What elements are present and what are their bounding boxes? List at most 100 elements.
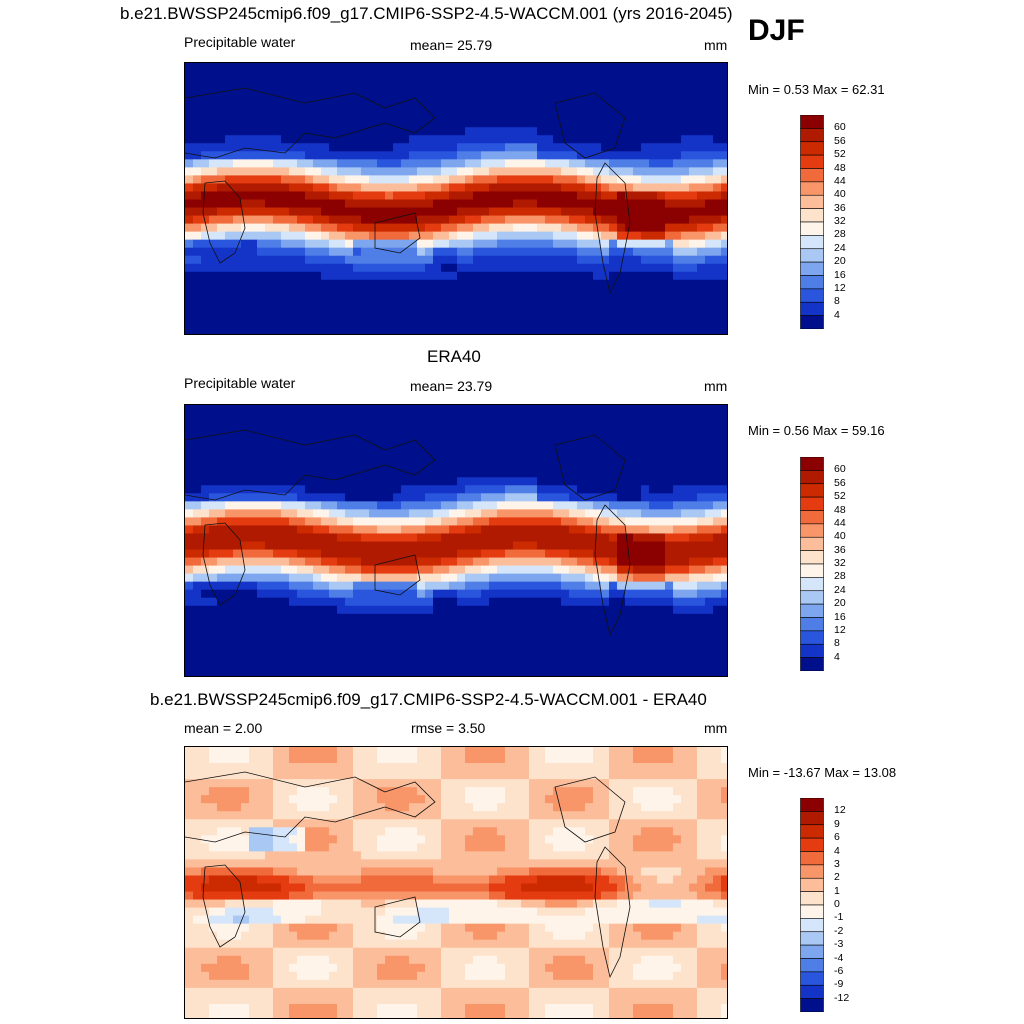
field-cell xyxy=(441,461,450,470)
field-cell xyxy=(657,87,666,96)
field-cell xyxy=(361,429,370,438)
field-cell xyxy=(529,557,538,567)
field-cell xyxy=(681,661,690,671)
field-cell xyxy=(201,207,210,217)
field-cell xyxy=(593,445,602,454)
field-cell xyxy=(505,597,514,607)
field-cell xyxy=(449,747,458,756)
field-cell xyxy=(521,517,530,527)
field-cell xyxy=(705,501,714,510)
field-cell xyxy=(625,71,634,80)
field-cell xyxy=(297,319,306,329)
field-cell xyxy=(721,755,727,764)
field-cell xyxy=(345,477,354,486)
field-cell xyxy=(305,231,314,241)
field-cell xyxy=(721,461,727,470)
field-cell xyxy=(673,429,682,438)
field-cell xyxy=(337,763,346,772)
field-cell xyxy=(617,95,626,104)
field-cell xyxy=(457,239,466,249)
field-cell xyxy=(569,645,578,655)
field-cell xyxy=(225,215,234,225)
field-cell xyxy=(433,303,442,313)
field-cell xyxy=(537,255,546,265)
field-cell xyxy=(393,755,402,764)
field-cell xyxy=(513,279,522,289)
field-cell xyxy=(369,755,378,764)
field-cell xyxy=(209,621,218,631)
field-cell xyxy=(649,183,658,193)
field-cell xyxy=(273,87,282,96)
field-cell xyxy=(201,215,210,225)
field-cell xyxy=(721,565,727,575)
field-cell xyxy=(577,135,586,144)
field-cell xyxy=(321,557,330,567)
field-cell xyxy=(705,645,714,655)
field-cell xyxy=(441,517,450,527)
field-cell xyxy=(393,311,402,321)
field-cell xyxy=(497,183,506,193)
field-cell xyxy=(345,445,354,454)
field-cell xyxy=(497,303,506,313)
field-cell xyxy=(561,239,570,249)
field-cell xyxy=(185,311,194,321)
field-cell xyxy=(393,661,402,671)
field-cell xyxy=(497,445,506,454)
field-cell xyxy=(345,327,354,334)
field-cell xyxy=(305,509,314,519)
field-cell xyxy=(473,279,482,289)
field-cell xyxy=(689,557,698,567)
field-cell xyxy=(217,143,226,152)
field-cell xyxy=(481,159,490,168)
field-cell xyxy=(569,175,578,185)
field-cell xyxy=(553,413,562,422)
field-cell xyxy=(569,263,578,273)
field-cell xyxy=(249,517,258,527)
field-cell xyxy=(505,63,514,72)
field-cell xyxy=(201,565,210,575)
field-cell xyxy=(273,79,282,88)
field-cell xyxy=(657,581,666,591)
field-cell xyxy=(545,183,554,193)
field-cell xyxy=(361,271,370,281)
field-cell xyxy=(585,605,594,615)
field-cell xyxy=(305,183,314,193)
field-cell xyxy=(233,63,242,72)
field-cell xyxy=(361,95,370,104)
field-cell xyxy=(713,287,722,297)
field-cell xyxy=(233,421,242,430)
field-cell xyxy=(209,151,218,160)
field-cell xyxy=(449,557,458,567)
field-cell xyxy=(593,429,602,438)
field-cell xyxy=(433,477,442,486)
field-cell xyxy=(561,629,570,639)
field-cell xyxy=(537,223,546,233)
field-cell xyxy=(585,271,594,281)
field-cell xyxy=(697,199,706,209)
field-cell xyxy=(457,303,466,313)
field-cell xyxy=(385,319,394,329)
field-cell xyxy=(265,469,274,478)
field-cell xyxy=(425,605,434,615)
field-cell xyxy=(329,429,338,438)
field-cell xyxy=(449,127,458,136)
field-cell xyxy=(569,295,578,305)
field-cell xyxy=(545,613,554,623)
field-cell xyxy=(545,103,554,112)
field-cell xyxy=(585,581,594,591)
field-cell xyxy=(529,509,538,519)
field-cell xyxy=(497,167,506,177)
field-cell xyxy=(225,87,234,96)
field-cell xyxy=(273,493,282,502)
field-cell xyxy=(345,637,354,647)
panel-2-colorbar xyxy=(800,456,824,672)
field-cell xyxy=(705,167,714,177)
field-cell xyxy=(697,223,706,233)
field-cell xyxy=(489,127,498,136)
field-cell xyxy=(625,239,634,249)
field-cell xyxy=(473,231,482,241)
field-cell xyxy=(665,263,674,273)
field-cell xyxy=(345,557,354,567)
field-cell xyxy=(345,405,354,414)
field-cell xyxy=(585,287,594,297)
